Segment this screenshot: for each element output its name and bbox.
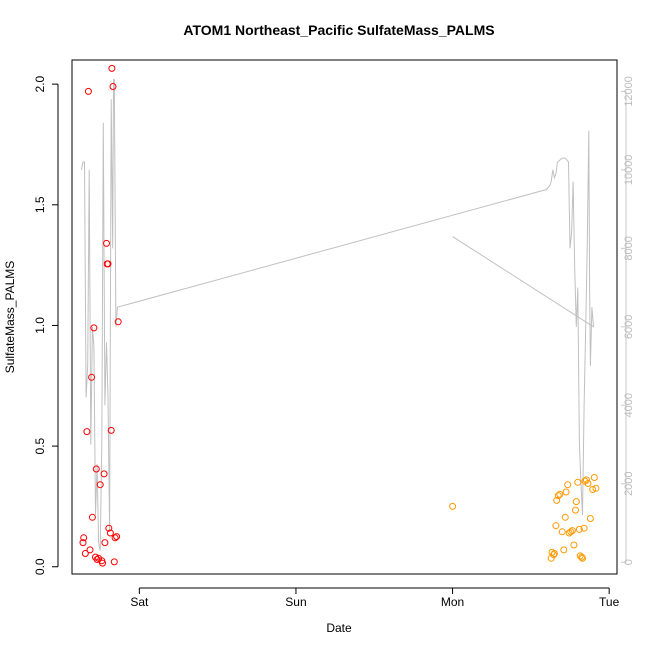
data-point-s1-19 (103, 239, 110, 247)
data-point-s2-23 (576, 552, 584, 560)
data-point-s2-26 (580, 524, 588, 532)
data-point-s2-4 (550, 551, 558, 559)
data-point-s2-14 (564, 481, 572, 489)
points-layer (79, 64, 600, 567)
y-axis-label: SulfateMass_PALMS (3, 261, 17, 374)
data-point-s2-13 (562, 488, 570, 496)
y2-tick-label: 0 (623, 559, 635, 565)
data-point-s2-20 (572, 498, 580, 506)
data-point-s2-33 (592, 484, 600, 492)
data-point-s1-30 (114, 318, 122, 326)
secondary-line-layer (80, 79, 595, 551)
data-point-s1-2 (80, 534, 88, 542)
x-tick-label: Tue (599, 595, 620, 609)
data-point-s1-11 (92, 465, 100, 473)
x-tick-label: Sat (130, 595, 149, 609)
data-point-s1-18 (101, 539, 109, 547)
data-point-s2-29 (584, 480, 592, 487)
data-point-s2-21 (574, 478, 582, 486)
y2-tick-label: 6000 (623, 315, 635, 339)
chart-title: ATOM1 Northeast_Pacific SulfateMass_PALM… (183, 22, 494, 38)
y-tick-label: 1.0 (33, 317, 47, 334)
x-tick-label: Sun (285, 595, 306, 609)
data-point-s2-32 (590, 474, 598, 481)
data-point-s2-31 (589, 486, 597, 493)
axes-layer: Sat Sun Mon Tue 0.0 0.5 1.0 1.5 2.0 0 2000 4000 6000… (33, 75, 635, 609)
data-point-s1-3 (81, 550, 89, 557)
data-point-s1-5 (84, 87, 92, 95)
x-axis-label: Date (326, 621, 352, 635)
secondary-series-line (80, 79, 595, 551)
data-point-s2-16 (567, 528, 575, 536)
data-point-s1-9 (90, 324, 98, 332)
data-point-s1-6 (86, 546, 94, 554)
data-point-s2-11 (560, 546, 568, 554)
y-tick-label: 0.0 (33, 558, 47, 575)
data-point-s2-25 (579, 554, 586, 562)
y2-tick-label: 10000 (623, 155, 635, 186)
data-point-s1-17 (100, 470, 108, 478)
data-point-s2-17 (568, 527, 576, 535)
data-point-s1-28 (111, 534, 119, 542)
y2-tick-label: 4000 (623, 393, 635, 417)
data-point-s1-26 (109, 83, 117, 90)
y2-tick-label: 8000 (623, 236, 635, 260)
data-point-s1-12 (93, 556, 101, 563)
data-point-s2-8 (554, 492, 562, 500)
data-point-s1-25 (108, 64, 116, 72)
data-point-s2-18 (570, 541, 578, 549)
data-point-s2-30 (586, 515, 594, 522)
data-point-s1-16 (99, 559, 106, 567)
y2-tick-label: 2000 (623, 472, 635, 496)
y-tick-label: 0.5 (33, 437, 47, 454)
plot-frame (71, 59, 618, 575)
data-point-s2-6 (552, 522, 560, 530)
data-point-s2-7 (553, 496, 561, 504)
data-point-s1-7 (88, 373, 96, 381)
data-point-s2-1 (449, 502, 457, 510)
data-point-s1-29 (113, 533, 121, 541)
data-point-s1-22 (105, 524, 113, 532)
data-point-s1-1 (79, 539, 87, 547)
y-tick-label: 2.0 (33, 75, 47, 92)
x-tick-label: Mon (441, 595, 464, 609)
data-point-s1-27 (110, 558, 118, 566)
data-point-s2-22 (575, 525, 583, 533)
data-point-s1-8 (88, 513, 96, 521)
data-point-s1-23 (106, 529, 114, 537)
data-point-s1-4 (83, 428, 91, 436)
data-point-s1-21 (104, 260, 112, 268)
data-point-s2-9 (556, 490, 564, 498)
data-point-s2-28 (583, 476, 590, 484)
y2-tick-label: 12000 (623, 76, 635, 107)
data-point-s2-24 (578, 553, 586, 561)
data-point-s2-5 (550, 550, 558, 557)
y-tick-label: 1.5 (33, 196, 47, 213)
data-point-s2-19 (572, 506, 579, 514)
data-point-s1-24 (107, 426, 115, 434)
data-point-s1-14 (96, 481, 104, 489)
data-point-s2-12 (561, 513, 569, 521)
data-point-s2-10 (558, 528, 566, 536)
